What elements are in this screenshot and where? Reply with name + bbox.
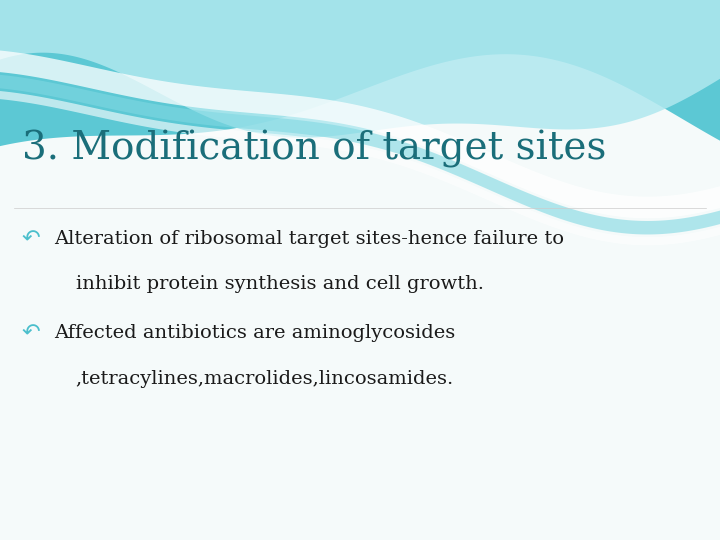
Polygon shape	[0, 51, 720, 218]
Polygon shape	[0, 0, 720, 146]
Polygon shape	[0, 0, 720, 138]
Text: ↶: ↶	[22, 324, 40, 344]
Polygon shape	[0, 75, 720, 234]
Text: 3. Modification of target sites: 3. Modification of target sites	[22, 130, 606, 167]
Text: Alteration of ribosomal target sites-hence failure to: Alteration of ribosomal target sites-hen…	[54, 230, 564, 247]
Text: ↶: ↶	[22, 230, 40, 249]
Polygon shape	[0, 91, 720, 245]
Text: Affected antibiotics are aminoglycosides: Affected antibiotics are aminoglycosides	[54, 324, 455, 342]
Text: ,tetracylines,macrolides,lincosamides.: ,tetracylines,macrolides,lincosamides.	[76, 370, 454, 388]
Text: inhibit protein synthesis and cell growth.: inhibit protein synthesis and cell growt…	[76, 275, 484, 293]
